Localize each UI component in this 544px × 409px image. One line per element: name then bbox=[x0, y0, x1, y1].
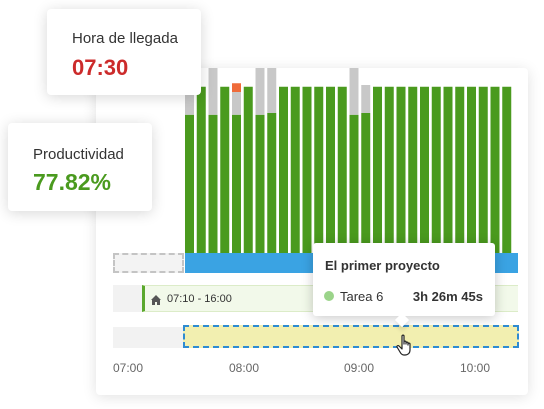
activity-bar-productive-segment[interactable] bbox=[396, 86, 406, 253]
home-icon bbox=[151, 292, 161, 310]
activity-bar-neutral-segment[interactable] bbox=[349, 68, 359, 115]
activity-bar-productive-segment[interactable] bbox=[279, 86, 288, 253]
activity-bar-neutral-segment[interactable] bbox=[232, 92, 241, 115]
activity-bar-productive-segment[interactable] bbox=[408, 86, 418, 253]
hand-pointer-icon bbox=[396, 334, 416, 363]
activity-bar-productive-segment[interactable] bbox=[373, 86, 382, 253]
axis-tick: 08:00 bbox=[229, 361, 260, 375]
activity-bar-productive-segment[interactable] bbox=[502, 86, 512, 253]
activity-bar-neutral-segment[interactable] bbox=[185, 92, 194, 115]
activity-bar-productive-segment[interactable] bbox=[455, 86, 465, 253]
tooltip-task-duration: 3h 26m 45s bbox=[412, 289, 483, 304]
activity-bar-neutral-segment[interactable] bbox=[361, 85, 371, 113]
axis-tick: 10:00 bbox=[460, 361, 491, 375]
project-tooltip: El primer proyecto Tarea 6 3h 26m 45s bbox=[313, 243, 495, 328]
selected-task-row[interactable] bbox=[183, 325, 519, 348]
axis-tick: 07:00 bbox=[113, 361, 144, 375]
task-color-dot bbox=[324, 291, 334, 301]
activity-bar-productive-segment[interactable] bbox=[243, 86, 253, 253]
activity-bar-productive-segment[interactable] bbox=[443, 86, 453, 253]
activity-bar-productive-segment[interactable] bbox=[220, 86, 230, 253]
activity-bar-productive-segment[interactable] bbox=[337, 86, 347, 253]
activity-bar-neutral-segment[interactable] bbox=[255, 68, 265, 115]
activity-bar-productive-segment[interactable] bbox=[490, 86, 500, 253]
activity-bar-productive-segment[interactable] bbox=[361, 113, 371, 253]
arrival-time-card: Hora de llegada 07:30 bbox=[47, 9, 201, 95]
activity-bar-productive-segment[interactable] bbox=[326, 86, 335, 253]
pre-arrival-placeholder bbox=[113, 253, 184, 273]
activity-bar-productive-segment[interactable] bbox=[314, 86, 324, 253]
tooltip-project-title: El primer proyecto bbox=[325, 258, 440, 273]
activity-chart bbox=[185, 68, 512, 253]
activity-bar-productive-segment[interactable] bbox=[255, 114, 265, 253]
activity-bar-productive-segment[interactable] bbox=[431, 86, 441, 253]
activity-bar-neutral-segment[interactable] bbox=[208, 68, 218, 115]
activity-bar-productive-segment[interactable] bbox=[478, 86, 488, 253]
productivity-label: Productividad bbox=[33, 146, 124, 163]
arrival-label: Hora de llegada bbox=[72, 30, 178, 47]
activity-bar-productive-segment[interactable] bbox=[232, 114, 241, 253]
activity-bar-productive-segment[interactable] bbox=[302, 86, 312, 253]
activity-bar-productive-segment[interactable] bbox=[196, 86, 206, 253]
activity-bar-productive-segment[interactable] bbox=[290, 86, 300, 253]
activity-bar-productive-segment[interactable] bbox=[384, 86, 394, 253]
activity-bar-productive-segment[interactable] bbox=[185, 114, 194, 253]
activity-bar-productive-segment[interactable] bbox=[420, 86, 429, 253]
activity-bar-productive-segment[interactable] bbox=[208, 114, 218, 253]
activity-bar-neutral-segment[interactable] bbox=[267, 68, 277, 113]
activity-bar-unproductive-segment[interactable] bbox=[232, 83, 241, 92]
activity-bar-productive-segment[interactable] bbox=[467, 86, 476, 253]
time-row-background bbox=[113, 285, 143, 312]
activity-bar-productive-segment[interactable] bbox=[349, 114, 359, 253]
activity-bar-productive-segment[interactable] bbox=[267, 113, 277, 253]
arrival-value: 07:30 bbox=[72, 55, 129, 80]
axis-tick: 09:00 bbox=[344, 361, 375, 375]
productivity-card: Productividad 77.82% bbox=[8, 123, 152, 211]
time-range-label: 07:10 - 16:00 bbox=[167, 293, 232, 305]
productivity-value: 77.82% bbox=[33, 169, 112, 195]
tooltip-task-name: Tarea 6 bbox=[340, 289, 384, 304]
task-row-background bbox=[113, 327, 183, 348]
